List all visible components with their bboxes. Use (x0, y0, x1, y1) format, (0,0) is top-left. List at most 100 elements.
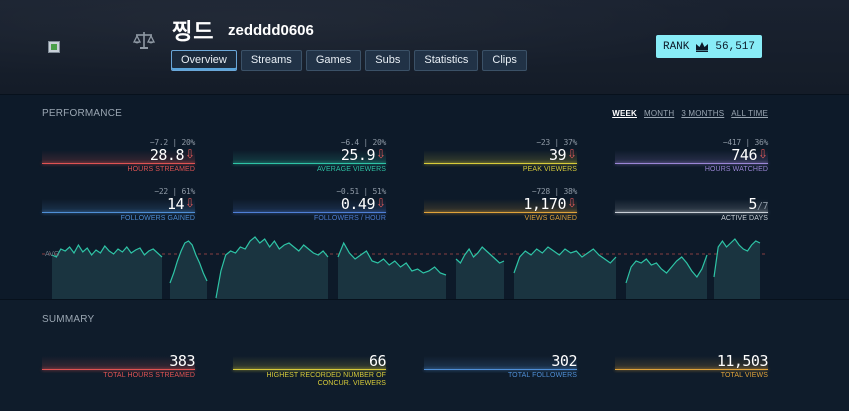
chart-stream-line (625, 254, 708, 284)
crown-icon (696, 42, 709, 52)
summary-section (0, 300, 849, 411)
stat-value: 302 (551, 352, 577, 370)
period-all-time-link[interactable]: ALL TIME (731, 109, 768, 118)
stat-label: HOURS WATCHED (704, 166, 768, 173)
stat-value: 28.8 (149, 146, 185, 164)
chart-stream-line (51, 243, 163, 258)
chart-stream-area (52, 245, 162, 299)
stat-glow (233, 356, 386, 370)
period-selector: WEEK MONTH 3 MONTHS ALL TIME (612, 109, 768, 118)
chart-stream-area (626, 255, 707, 299)
stat-delta: −0.51 | 51% (336, 187, 386, 196)
stat-label: AVERAGE VIEWERS (316, 166, 386, 173)
down-arrow-icon: ⇩ (757, 147, 768, 161)
chart-stream-line (513, 246, 617, 274)
tab-games[interactable]: Games (305, 50, 362, 71)
stat-label: TOTAL FOLLOWERS (507, 372, 577, 379)
tab-streams[interactable]: Streams (240, 50, 302, 71)
stat-glow (42, 150, 195, 164)
rank-value: 56,517 (715, 40, 755, 53)
stat-label: PEAK VIEWERS (522, 166, 577, 173)
stat-label: HOURS STREAMED (127, 166, 195, 173)
summary-divider (0, 299, 849, 300)
stat-value: 5/7 (748, 195, 768, 213)
stat-underline (233, 369, 386, 370)
performance-title: PERFORMANCE (42, 108, 122, 119)
chart-stream-line (337, 241, 447, 276)
down-arrow-icon: ⇩ (184, 147, 195, 161)
down-arrow-icon: ⇩ (566, 196, 577, 210)
summary-title: SUMMARY (42, 314, 95, 325)
stat-underline (424, 212, 577, 213)
stat-value: 14 (166, 195, 185, 213)
performance-stat-hours-streamed: −7.2 | 20% 28.8 ⇩ HOURS STREAMED (42, 138, 195, 174)
down-arrow-icon: ⇩ (184, 196, 195, 210)
down-arrow-icon: ⇩ (375, 196, 386, 210)
stat-glow (424, 199, 577, 213)
tab-clips[interactable]: Clips (482, 50, 527, 71)
stat-underline (424, 369, 577, 370)
stat-value: 39 (548, 146, 567, 164)
summary-stat-total-followers: 302 TOTAL FOLLOWERS (424, 344, 577, 380)
stat-underline (42, 163, 195, 164)
rank-label: RANK (662, 40, 690, 53)
stat-value: 11,503 (716, 352, 769, 370)
chart-stream-area (456, 247, 504, 299)
chart-avg-label: AVG (45, 251, 59, 258)
stat-glow (424, 150, 577, 164)
tab-subs[interactable]: Subs (365, 50, 411, 71)
chart-stream-area (514, 247, 616, 299)
chart-stream-line (169, 240, 208, 284)
performance-stat-hours-watched: −417 | 36% 746 ⇩ HOURS WATCHED (615, 138, 768, 174)
stat-value: 746 (731, 146, 757, 164)
down-arrow-icon: ⇩ (566, 147, 577, 161)
tab-overview[interactable]: Overview (171, 50, 237, 71)
stat-label: TOTAL VIEWS (720, 372, 768, 379)
stat-underline (615, 163, 768, 164)
tab-statistics[interactable]: Statistics (414, 50, 479, 71)
chart-stream-area (714, 239, 760, 299)
stat-value: 25.9 (340, 146, 376, 164)
balance-scale-icon[interactable] (133, 30, 155, 50)
performance-stat-active-days: 5/7 ACTIVE DAYS (615, 187, 769, 223)
stat-value-total: /7 (756, 201, 769, 212)
stat-glow (233, 199, 386, 213)
channel-tabs: Overview Streams Games Subs Statistics C… (171, 50, 527, 71)
performance-stat-peak-viewers: −23 | 37% 39 ⇩ PEAK VIEWERS (424, 138, 577, 174)
stat-underline (615, 369, 768, 370)
performance-stat-average-viewers: −6.4 | 20% 25.9 ⇩ AVERAGE VIEWERS (233, 138, 386, 174)
channel-display-name: 찡드 (172, 19, 215, 44)
stat-value-number: 5 (748, 195, 757, 213)
stat-underline (615, 212, 768, 213)
stat-delta: −23 | 37% (536, 138, 577, 147)
stat-glow (424, 356, 577, 370)
summary-stat-total-hours-streamed: 383 TOTAL HOURS STREAMED (42, 344, 195, 380)
viewer-activity-chart: AVG (42, 236, 768, 299)
stat-glow (233, 150, 386, 164)
stat-glow (615, 150, 768, 164)
channel-login-name: zedddd0606 (228, 22, 314, 39)
chart-stream-line (215, 236, 329, 299)
summary-stat-highest-recorded-number-of-concur-viewers: 66 HIGHEST RECORDED NUMBER OF CONCUR. VIE… (233, 344, 387, 387)
performance-stat-views-gained: −728 | 38% 1,170 ⇩ VIEWS GAINED (424, 187, 577, 223)
period-month-link[interactable]: MONTH (644, 109, 675, 118)
stat-delta: −728 | 38% (531, 187, 577, 196)
stat-delta: −22 | 61% (154, 187, 195, 196)
stat-underline (233, 163, 386, 164)
period-week-link[interactable]: WEEK (612, 109, 637, 118)
chart-stream-line (455, 246, 505, 264)
stat-underline (424, 163, 577, 164)
stat-glow (42, 199, 195, 213)
down-arrow-icon: ⇩ (375, 147, 386, 161)
stat-value: 1,170 (523, 195, 566, 213)
channel-header: 찡드 zedddd0606 Overview Streams Games Sub… (0, 0, 849, 94)
rank-badge[interactable]: RANK 56,517 (656, 35, 762, 58)
header-divider (0, 94, 849, 95)
stat-label: TOTAL HOURS STREAMED (103, 372, 195, 379)
stat-underline (42, 369, 195, 370)
stat-glow (42, 356, 195, 370)
broken-image-icon (48, 41, 60, 53)
stat-underline (233, 212, 386, 213)
stat-delta: −417 | 36% (722, 138, 768, 147)
period-3-months-link[interactable]: 3 MONTHS (681, 109, 725, 118)
